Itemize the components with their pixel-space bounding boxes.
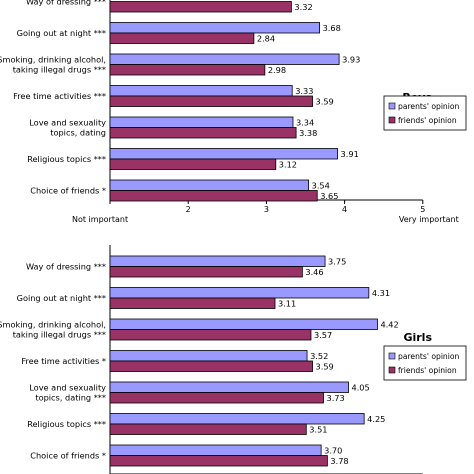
bar-parents <box>109 53 340 65</box>
legend-box <box>383 345 467 381</box>
bar-friends <box>109 297 276 309</box>
bar-friends <box>109 127 297 139</box>
chart-panel-boys: 2 3 4 5 Not important Very important Way of dr… <box>0 0 467 224</box>
data-label-friends: 3.78 <box>330 456 348 466</box>
bar-parents <box>109 413 365 425</box>
x-tick-label: 5 <box>420 205 425 214</box>
data-label-parents: 4.31 <box>372 288 390 298</box>
bar-friends <box>109 423 307 435</box>
bar-friends <box>109 392 324 404</box>
bar-parents <box>109 85 293 97</box>
data-label-parents: 4.25 <box>367 414 385 424</box>
data-label-parents: 3.54 <box>312 181 330 191</box>
data-label-parents: 4.05 <box>352 383 370 393</box>
legend-label-parents: parents' opinion <box>398 352 459 361</box>
x-axis-right-label: Very important <box>399 215 459 224</box>
category-label: Love and sexuality <box>29 118 106 128</box>
data-label-friends: 3.59 <box>316 362 334 372</box>
category-label: taking illegal drugs *** <box>13 330 106 340</box>
legend-swatch-friends <box>388 116 396 124</box>
legend-label-parents: parents' opinion <box>398 102 459 111</box>
bar-friends <box>109 455 328 467</box>
bar-friends <box>109 95 313 107</box>
legend-box <box>383 95 467 131</box>
data-label-parents: 3.33 <box>295 86 313 96</box>
bar-friends <box>109 190 318 202</box>
category-label: Smoking, drinking alcohol, <box>0 320 106 330</box>
data-label-friends: 3.32 <box>294 2 312 12</box>
bar-parents <box>109 116 294 128</box>
bar-parents <box>109 287 370 299</box>
bar-parents <box>109 444 322 456</box>
category-label: topics, dating <box>50 128 106 138</box>
bar-parents <box>109 179 310 191</box>
data-label-friends: 2.84 <box>257 34 275 44</box>
data-label-parents: 3.93 <box>342 55 360 65</box>
data-label-friends: 3.57 <box>314 330 332 340</box>
data-label-parents: 3.91 <box>341 149 359 159</box>
data-label-parents: 3.70 <box>324 446 342 456</box>
bar-parents <box>109 381 349 393</box>
data-label-friends: 3.73 <box>326 393 344 403</box>
x-tick-label: 2 <box>186 205 191 214</box>
category-label: Choice of friends * <box>30 451 106 461</box>
x-axis-left-label: Not important <box>72 215 128 224</box>
bar-friends <box>109 1 292 13</box>
bar-parents <box>109 318 378 330</box>
data-label-friends: 3.59 <box>316 97 334 107</box>
bar-friends <box>109 64 266 76</box>
category-label: Love and sexuality <box>29 383 106 393</box>
legend-swatch-friends <box>388 366 396 374</box>
data-label-friends: 3.51 <box>309 425 327 435</box>
category-label: Religious topics *** <box>27 154 106 164</box>
category-label: topics, dating *** <box>35 393 106 403</box>
bar-friends <box>109 266 303 278</box>
bar-friends <box>109 360 313 372</box>
x-tick-label: 3 <box>264 205 269 214</box>
legend-label-friends: friends' opinion <box>398 366 457 375</box>
category-label: Free time activities *** <box>13 91 106 101</box>
data-label-friends: 3.11 <box>278 299 296 309</box>
data-label-friends: 3.46 <box>305 267 323 277</box>
legend-label-friends: friends' opinion <box>398 116 457 125</box>
category-label: Way of dressing *** <box>26 0 106 7</box>
bar-friends <box>109 158 277 170</box>
data-label-parents: 3.34 <box>296 118 314 128</box>
bar-parents <box>109 148 338 160</box>
category-label: Smoking, drinking alcohol, <box>0 55 106 65</box>
x-tick-label: 4 <box>342 205 347 214</box>
bar-parents <box>109 255 326 267</box>
legend-swatch-parents <box>388 352 396 360</box>
data-label-parents: 3.52 <box>310 351 328 361</box>
chart-title: Girls <box>403 331 432 344</box>
bar-parents <box>109 22 320 34</box>
category-label: Free time activities * <box>21 356 106 366</box>
bar-friends <box>109 32 255 44</box>
data-label-friends: 2.98 <box>268 65 286 75</box>
category-label: Going out at night *** <box>17 28 106 38</box>
category-label: taking illegal drugs *** <box>13 65 106 75</box>
data-label-friends: 3.38 <box>299 128 317 138</box>
category-label: Going out at night *** <box>17 293 106 303</box>
legend-swatch-parents <box>388 102 396 110</box>
data-label-parents: 3.68 <box>323 23 341 33</box>
data-label-parents: 3.75 <box>328 257 346 267</box>
category-label: Way of dressing *** <box>26 262 106 272</box>
data-label-friends: 3.12 <box>279 160 297 170</box>
category-label: Choice of friends * <box>30 186 106 196</box>
data-label-friends: 3.65 <box>320 191 338 201</box>
category-label: Religious topics *** <box>27 419 106 429</box>
bar-parents <box>109 350 308 362</box>
chart-panel-girls: Way of dressing *** 3.75 3.46 Going out at … <box>0 245 467 474</box>
bar-friends <box>109 329 312 341</box>
data-label-parents: 4.42 <box>380 320 398 330</box>
